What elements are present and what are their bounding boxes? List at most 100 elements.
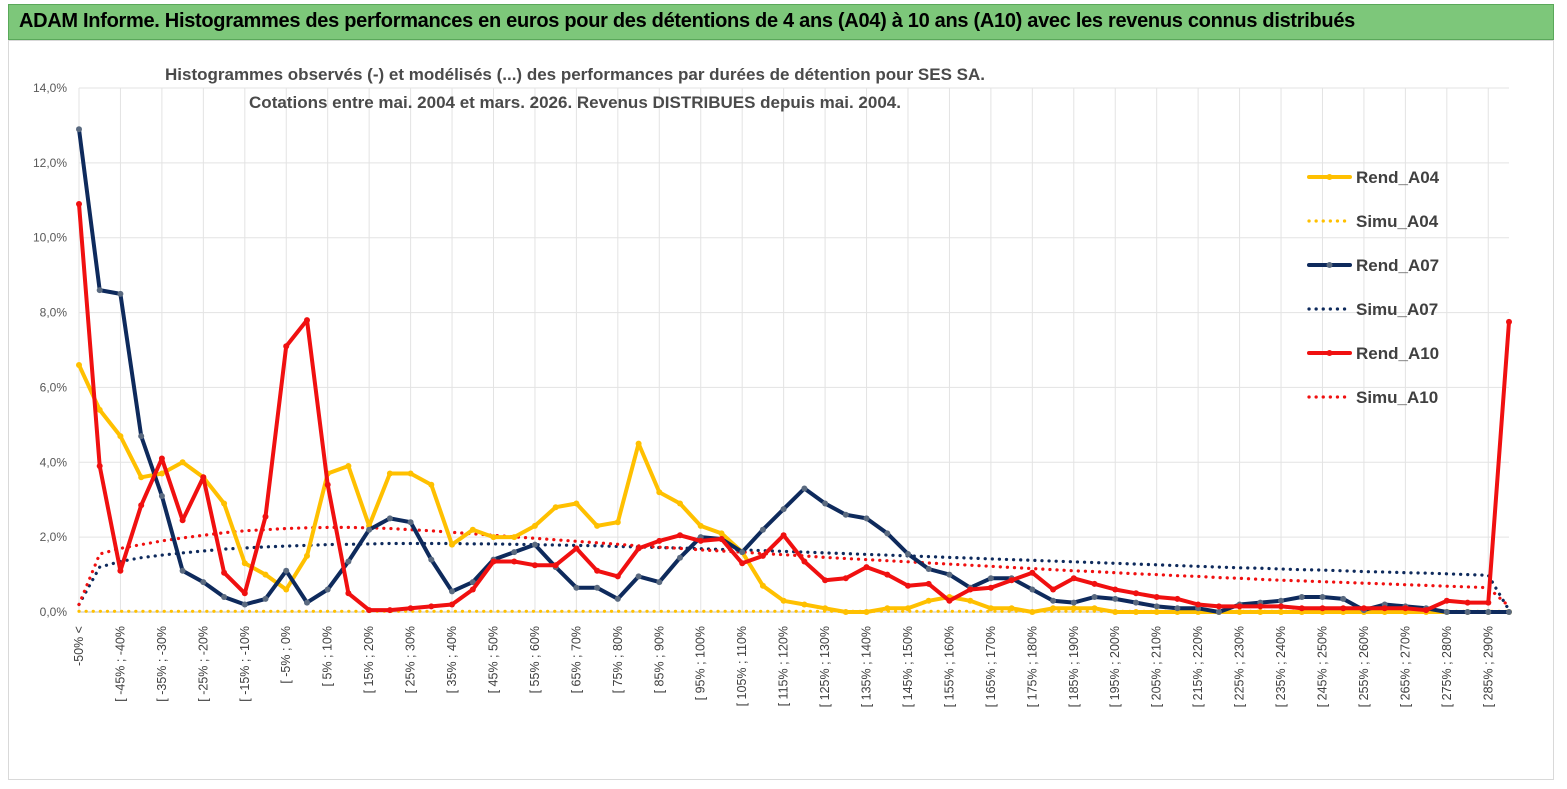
data-point (1215, 609, 1222, 615)
data-point (1070, 605, 1077, 612)
data-point (366, 607, 373, 614)
data-point (1133, 609, 1139, 615)
data-point (283, 343, 290, 350)
data-point (1298, 594, 1305, 600)
data-point (1091, 580, 1098, 587)
x-tick-label: [ 85% ; 90% (652, 626, 666, 693)
data-point (76, 126, 82, 133)
legend-marker (1326, 350, 1333, 356)
data-point (635, 573, 642, 580)
data-point (96, 463, 103, 469)
x-tick-label: [ 275% ; 280% (1440, 626, 1454, 707)
data-point (1381, 605, 1388, 612)
data-point (1050, 586, 1057, 593)
data-point (158, 470, 165, 477)
data-point (304, 599, 310, 606)
data-point (304, 552, 310, 559)
data-point (1298, 605, 1305, 612)
data-point (241, 601, 248, 608)
data-point (573, 545, 580, 552)
data-point (1153, 609, 1160, 615)
data-point (428, 556, 435, 563)
data-point (200, 474, 207, 481)
legend-label: Rend_A04 (1356, 168, 1440, 187)
legend-marker (1326, 174, 1333, 180)
data-point (759, 552, 766, 559)
data-point (179, 567, 186, 574)
data-point (117, 567, 124, 574)
data-point (1340, 605, 1347, 612)
data-point (925, 580, 932, 587)
data-point (428, 481, 435, 488)
data-point (262, 513, 269, 520)
data-point (1112, 595, 1119, 602)
data-point (1215, 603, 1222, 610)
series-line-rend-a10 (77, 202, 1511, 613)
data-point (241, 560, 248, 567)
x-tick-label: [ 175% ; 180% (1025, 626, 1039, 707)
data-point (1091, 594, 1098, 600)
data-point (801, 601, 808, 608)
x-tick-label: [ 75% ; 80% (611, 626, 625, 693)
data-point (905, 605, 911, 612)
data-point (656, 579, 663, 586)
data-point (117, 433, 124, 440)
data-point (946, 597, 953, 604)
data-point (407, 519, 414, 526)
x-tick-label: [ -15% ; -10% (238, 626, 252, 702)
data-point (1340, 595, 1347, 602)
data-point (511, 534, 518, 541)
data-point (801, 558, 808, 565)
data-point (1423, 607, 1430, 614)
x-tick-label: [ 5% ; 10% (321, 626, 335, 686)
data-point (1443, 609, 1450, 615)
data-point (221, 500, 228, 507)
data-point (96, 287, 103, 294)
x-tick-label: [ 45% ; 50% (486, 626, 500, 693)
data-point (594, 567, 601, 574)
data-point (304, 317, 310, 324)
data-point (1257, 603, 1264, 610)
data-point (449, 541, 455, 548)
data-point (1091, 605, 1098, 612)
data-point (946, 571, 953, 578)
data-point (1506, 318, 1512, 325)
series-line-rend-a04 (77, 363, 1511, 614)
gridlines (78, 87, 1509, 612)
data-point (1133, 590, 1139, 597)
data-point (1112, 609, 1119, 615)
data-point (262, 571, 269, 578)
x-tick-label: [ -25% ; -20% (196, 626, 210, 702)
data-point (283, 586, 290, 593)
x-tick-label: [ 225% ; 230% (1233, 626, 1247, 707)
data-point (138, 474, 145, 481)
data-point (1278, 609, 1284, 615)
data-point (863, 515, 870, 522)
data-point (262, 595, 269, 602)
data-point (324, 481, 331, 488)
data-point (842, 575, 849, 582)
data-point (925, 566, 932, 572)
data-point (780, 532, 787, 539)
data-point (1257, 609, 1264, 615)
series-line-simu-a10 (77, 525, 1511, 609)
data-point (987, 605, 994, 612)
data-point (718, 530, 725, 537)
y-tick-label: 6,0% (40, 380, 68, 394)
y-tick-label: 2,0% (40, 530, 68, 544)
data-point (884, 530, 891, 537)
data-point (1278, 603, 1284, 610)
data-point (573, 500, 580, 507)
x-tick-label: [ 235% ; 240% (1274, 626, 1288, 707)
x-tick-label: [ 125% ; 130% (818, 626, 832, 707)
data-point (1008, 577, 1015, 584)
chart-title: Histogrammes observés (-) et modélisés (… (165, 65, 985, 112)
data-point (552, 562, 559, 569)
legend[interactable]: Rend_A04 Simu_A04 Rend_A07 Simu_A07 Rend_A10… (1307, 168, 1440, 407)
data-point (759, 582, 766, 589)
report-title: ADAM Informe. Histogrammes des performan… (19, 10, 1355, 32)
data-point (1153, 603, 1160, 610)
x-tick-label: [ 35% ; 40% (445, 626, 459, 693)
x-tick-label: [ 25% ; 30% (404, 626, 418, 693)
